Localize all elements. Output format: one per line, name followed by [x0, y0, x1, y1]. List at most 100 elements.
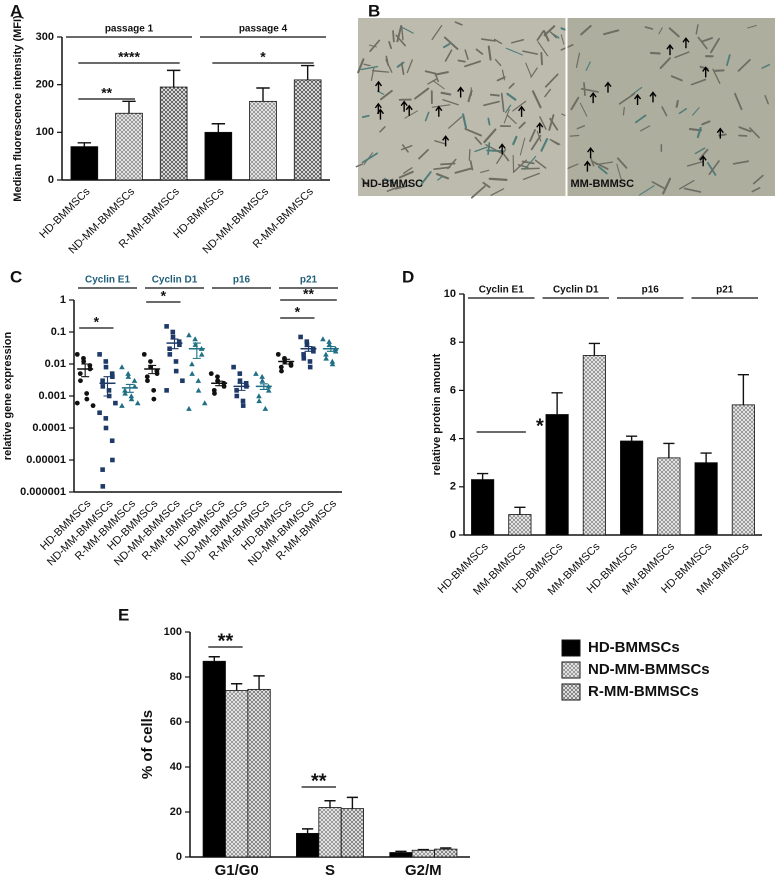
y-axis-label: relative gene expression — [2, 332, 14, 461]
cell — [678, 108, 687, 115]
cell — [420, 171, 432, 185]
legend-swatch — [561, 683, 581, 701]
cell — [531, 90, 542, 109]
cell — [505, 104, 512, 114]
y-tick-label: 0 — [176, 851, 182, 863]
cell — [508, 82, 515, 89]
cell — [575, 52, 581, 68]
cell — [595, 161, 614, 166]
data-point — [103, 425, 109, 431]
cell — [537, 41, 549, 57]
bar — [247, 688, 271, 858]
cell — [398, 170, 414, 179]
cell — [454, 21, 463, 26]
data-point — [256, 393, 262, 399]
cell — [634, 114, 647, 124]
x-tick-label: S — [325, 862, 335, 879]
data-point — [110, 457, 115, 463]
cell — [388, 41, 392, 50]
significance-label: **** — [118, 49, 140, 65]
bar — [694, 462, 718, 536]
sem-bar — [81, 363, 90, 378]
y-tick-label: 20 — [170, 806, 182, 818]
panel-letter: B — [368, 1, 380, 20]
cell — [510, 39, 525, 44]
cell — [622, 106, 625, 116]
cell — [394, 184, 411, 190]
data-point — [215, 374, 220, 380]
arrow — [405, 104, 413, 116]
data-point — [103, 364, 109, 370]
cell — [548, 114, 555, 131]
cell — [475, 48, 484, 55]
data-point — [173, 359, 179, 364]
sem-bar — [304, 346, 313, 352]
panel-letter: E — [118, 605, 129, 624]
cell — [414, 87, 430, 100]
error-bar — [166, 69, 181, 88]
cell — [406, 59, 413, 74]
data-point — [122, 387, 128, 393]
cell — [549, 31, 557, 39]
data-point — [74, 400, 80, 406]
cell — [692, 107, 700, 116]
cell — [589, 156, 595, 167]
cell — [540, 138, 549, 152]
y-tick-label: 8 — [450, 336, 456, 348]
cell — [493, 38, 503, 45]
cell — [488, 177, 508, 181]
cell — [764, 94, 769, 105]
arrow — [682, 37, 690, 49]
group-label: p21 — [716, 285, 734, 296]
error-bar — [626, 435, 638, 442]
cell — [433, 166, 451, 171]
cell — [517, 164, 529, 169]
data-point — [326, 341, 333, 347]
micrograph — [566, 18, 775, 196]
cell — [427, 78, 438, 85]
y-tick-label: 0.01 — [45, 358, 66, 370]
data-point — [151, 387, 157, 393]
cell — [512, 100, 527, 112]
data-point — [262, 405, 269, 411]
sem-bar — [125, 383, 134, 393]
data-point — [304, 339, 310, 344]
legend-label: R-MM-BMMSCs — [588, 683, 699, 700]
cell — [486, 149, 505, 153]
data-point — [119, 402, 125, 408]
data-point — [84, 396, 90, 402]
cell — [434, 71, 449, 76]
x-tick-label: G2/M — [405, 862, 442, 879]
y-tick-label: 0.00001 — [26, 454, 66, 466]
cell — [357, 58, 365, 74]
data-point — [90, 403, 96, 409]
data-point — [212, 391, 217, 396]
bar — [434, 848, 458, 858]
arrow — [699, 155, 707, 167]
error-bar — [324, 800, 336, 808]
cell — [539, 116, 547, 130]
significance-label: ** — [101, 85, 112, 101]
group-label: passage 1 — [105, 24, 154, 35]
data-point — [304, 342, 310, 348]
data-point — [237, 378, 243, 384]
cell — [505, 47, 523, 56]
data-point — [141, 351, 147, 357]
cell — [506, 92, 517, 101]
data-point — [323, 355, 329, 361]
group-label: p16 — [233, 275, 251, 286]
data-point — [128, 396, 135, 402]
arrow — [589, 91, 597, 104]
cell — [543, 30, 550, 42]
cell — [496, 148, 507, 164]
cell — [534, 159, 547, 169]
data-point — [154, 371, 160, 377]
legend-swatch — [561, 661, 581, 679]
cell — [761, 63, 770, 69]
data-point — [81, 359, 87, 364]
cell — [424, 70, 437, 75]
cell — [363, 63, 371, 67]
cell — [530, 134, 542, 151]
group-label: p21 — [300, 275, 318, 286]
